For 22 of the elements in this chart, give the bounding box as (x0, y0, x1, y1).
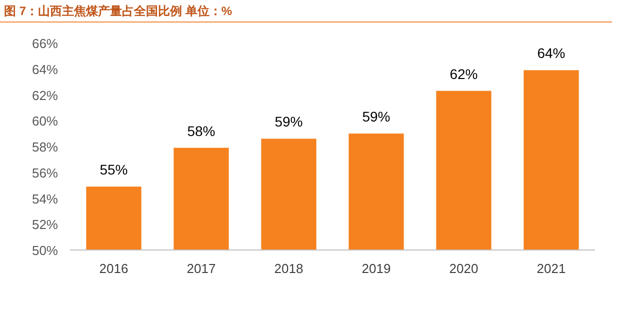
y-tick-label: 58% (32, 140, 58, 154)
x-tick-label: 2019 (362, 261, 391, 276)
y-tick-label: 50% (32, 243, 58, 258)
data-label: 62% (450, 66, 478, 82)
x-tick-label: 2021 (536, 261, 566, 276)
y-tick-label: 52% (32, 217, 58, 232)
data-label: 64% (537, 45, 566, 62)
x-tick-label: 2016 (99, 261, 128, 276)
title: 图 7：山西主焦煤产量占全国比例 单位：% (4, 4, 232, 18)
data-label: 58% (187, 122, 216, 139)
data-label: 59% (274, 114, 303, 130)
y-tick-label: 60% (32, 114, 58, 129)
y-tick-label: 66% (32, 36, 58, 51)
y-tick-label: 62% (32, 88, 58, 103)
data-label: 59% (362, 108, 390, 125)
x-tick-label: 2018 (274, 261, 304, 276)
x-tick-label: 2017 (186, 261, 216, 276)
x-tick-label: 2020 (449, 261, 478, 276)
data-label: 55% (100, 162, 128, 178)
y-tick-label: 56% (32, 165, 58, 180)
y-tick-label: 64% (32, 62, 58, 77)
y-tick-label: 54% (32, 191, 58, 206)
